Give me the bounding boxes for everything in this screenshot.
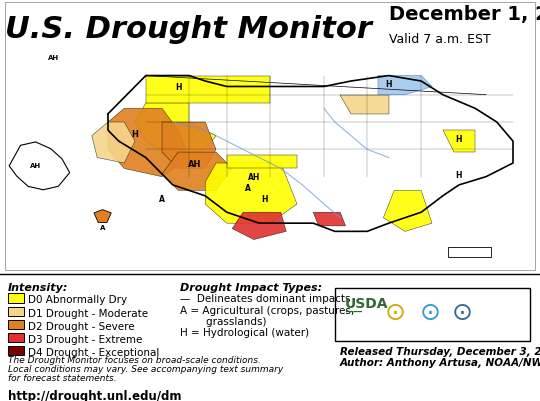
Text: —  Delineates dominant impacts: — Delineates dominant impacts <box>180 294 350 304</box>
Polygon shape <box>227 156 297 169</box>
Text: USDA: USDA <box>345 297 388 311</box>
Text: for forecast statements.: for forecast statements. <box>8 373 117 382</box>
Text: The Drought Monitor focuses on broad-scale conditions.: The Drought Monitor focuses on broad-sca… <box>8 355 261 364</box>
Polygon shape <box>135 103 216 158</box>
Polygon shape <box>9 143 70 190</box>
Text: AH: AH <box>248 173 260 182</box>
Text: H: H <box>175 83 181 92</box>
Text: H: H <box>456 170 462 179</box>
Text: Intensity:: Intensity: <box>8 283 69 293</box>
Text: Drought Impact Types:: Drought Impact Types: <box>180 283 322 293</box>
Polygon shape <box>5 3 535 270</box>
Text: A = Agricultural (crops, pastures,: A = Agricultural (crops, pastures, <box>180 305 354 315</box>
Text: Local conditions may vary. See accompanying text summary: Local conditions may vary. See accompany… <box>8 364 284 373</box>
Text: December 1, 2009: December 1, 2009 <box>389 5 540 24</box>
Polygon shape <box>108 109 189 177</box>
Text: ━━━━: ━━━━ <box>345 308 362 314</box>
Text: H: H <box>456 135 462 144</box>
FancyBboxPatch shape <box>8 333 24 342</box>
Text: D4 Drought - Exceptional: D4 Drought - Exceptional <box>28 347 159 357</box>
Polygon shape <box>162 123 216 169</box>
Polygon shape <box>448 248 491 257</box>
Polygon shape <box>162 153 232 191</box>
FancyBboxPatch shape <box>335 289 530 341</box>
Polygon shape <box>313 213 346 226</box>
Text: Released Thursday, December 3, 2009: Released Thursday, December 3, 2009 <box>340 346 540 356</box>
Polygon shape <box>92 123 135 164</box>
Polygon shape <box>383 191 432 232</box>
FancyBboxPatch shape <box>8 307 24 316</box>
Text: Valid 7 a.m. EST: Valid 7 a.m. EST <box>389 33 490 46</box>
Text: grasslands): grasslands) <box>180 316 267 326</box>
Text: A: A <box>159 195 165 204</box>
Text: H: H <box>132 130 138 138</box>
FancyBboxPatch shape <box>8 294 24 303</box>
Text: U.S. Drought Monitor: U.S. Drought Monitor <box>5 15 372 44</box>
Polygon shape <box>232 213 286 240</box>
Text: AH: AH <box>49 55 59 61</box>
Polygon shape <box>378 76 432 95</box>
Text: ⊙: ⊙ <box>451 301 472 325</box>
Text: D3 Drought - Extreme: D3 Drought - Extreme <box>28 334 143 344</box>
Text: D1 Drought - Moderate: D1 Drought - Moderate <box>28 308 148 318</box>
Text: AH: AH <box>188 159 201 168</box>
Polygon shape <box>205 164 297 224</box>
Text: ⊙: ⊙ <box>420 301 441 325</box>
Text: ⊙: ⊙ <box>384 301 406 325</box>
Text: H = Hydrological (water): H = Hydrological (water) <box>180 327 309 337</box>
Text: D2 Drought - Severe: D2 Drought - Severe <box>28 321 134 331</box>
Text: http://drought.unl.edu/dm: http://drought.unl.edu/dm <box>8 389 181 401</box>
Text: H: H <box>386 80 392 89</box>
Polygon shape <box>94 210 111 223</box>
Text: D0 Abnormally Dry: D0 Abnormally Dry <box>28 295 127 305</box>
Polygon shape <box>146 76 270 103</box>
Text: Author: Anthony Artusa, NOAA/NWS/NCEP/CPC: Author: Anthony Artusa, NOAA/NWS/NCEP/CP… <box>340 357 540 367</box>
Polygon shape <box>443 131 475 153</box>
Text: AH: AH <box>30 163 41 169</box>
Text: A: A <box>246 184 251 193</box>
FancyBboxPatch shape <box>8 346 24 355</box>
FancyBboxPatch shape <box>8 320 24 329</box>
Text: H: H <box>261 195 268 204</box>
Text: A: A <box>100 225 105 230</box>
Polygon shape <box>340 95 389 115</box>
